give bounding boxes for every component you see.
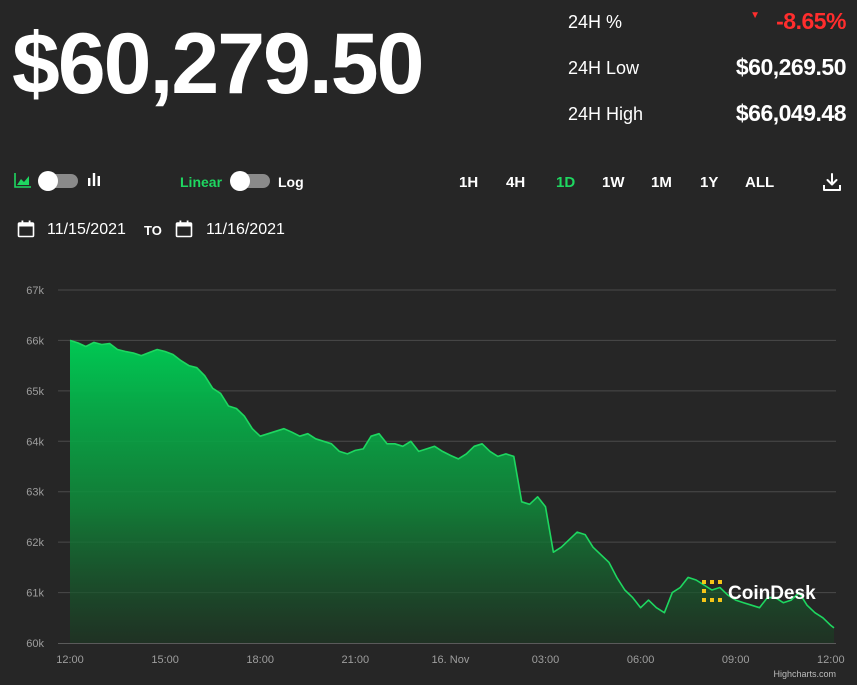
chart-type-toggle[interactable] <box>38 171 78 191</box>
scale-linear-label[interactable]: Linear <box>180 174 223 190</box>
x-axis: 12:00 15:00 18:00 21:00 16. Nov 03:00 06:00 09:… <box>56 654 844 666</box>
x-tick-label: 21:00 <box>342 654 370 666</box>
calendar-icon[interactable] <box>175 220 193 238</box>
x-tick-label: 12:00 <box>817 654 845 666</box>
y-tick-label: 65k <box>26 386 44 398</box>
date-to-label: TO <box>144 223 162 238</box>
date-from-field[interactable]: 11/15/2021 <box>47 221 126 238</box>
x-tick-label: 03:00 <box>532 654 560 666</box>
y-tick-label: 60k <box>26 638 44 650</box>
coindesk-logo-icon <box>702 598 706 602</box>
toggle-knob <box>38 171 58 191</box>
stat-value: -8.65% <box>776 8 846 34</box>
coindesk-logo-icon <box>710 580 714 584</box>
y-tick-label: 66k <box>26 335 44 347</box>
calendar-icon[interactable] <box>17 220 35 238</box>
bar-chart-icon[interactable] <box>86 171 102 187</box>
y-tick-label: 62k <box>26 537 44 549</box>
x-tick-label: 12:00 <box>56 654 84 666</box>
down-triangle-icon: ▼ <box>750 10 760 21</box>
range-all-button[interactable]: ALL <box>745 174 775 191</box>
range-1w-button[interactable]: 1W <box>602 174 625 191</box>
y-tick-label: 64k <box>26 436 44 448</box>
x-tick-label: 18:00 <box>246 654 274 666</box>
coindesk-logo-icon <box>710 598 714 602</box>
date-to-field[interactable]: 11/16/2021 <box>206 221 285 238</box>
range-4h-button[interactable]: 4H <box>506 174 526 191</box>
chart-controls: Linear Log 1H 4H 1D 1W 1M 1Y ALL <box>0 170 857 194</box>
stat-label: 24H High <box>568 104 644 124</box>
chart-credits[interactable]: Highcharts.com <box>773 669 836 679</box>
area-chart-icon[interactable] <box>14 172 32 188</box>
toggle-knob <box>230 171 250 191</box>
y-tick-label: 63k <box>26 487 44 499</box>
x-tick-label: 06:00 <box>627 654 655 666</box>
date-range: 11/15/2021 TO 11/16/2021 <box>0 218 857 242</box>
range-1h-button[interactable]: 1H <box>459 174 479 191</box>
range-1y-button[interactable]: 1Y <box>700 174 719 191</box>
x-tick-label: 16. Nov <box>431 654 469 666</box>
coindesk-logo-icon <box>718 580 722 584</box>
download-icon[interactable] <box>822 172 842 192</box>
scale-toggle[interactable] <box>230 171 270 191</box>
y-tick-label: 67k <box>26 285 44 297</box>
x-tick-label: 15:00 <box>151 654 179 666</box>
coindesk-logo-icon <box>702 580 706 584</box>
coindesk-logo-icon <box>702 589 706 593</box>
stat-24h-change: 24H % ▼ -8.65% <box>568 6 846 36</box>
stat-value: $66,049.48 <box>735 100 847 126</box>
price-area <box>70 340 834 643</box>
stat-value: $60,269.50 <box>735 54 847 80</box>
coindesk-logo-icon <box>718 598 722 602</box>
stat-label: 24H Low <box>568 58 640 78</box>
x-tick-label: 09:00 <box>722 654 750 666</box>
stat-24h-low: 24H Low $60,269.50 <box>568 52 847 82</box>
coindesk-watermark: CoinDesk <box>702 580 816 604</box>
stat-label: 24H % <box>568 12 623 32</box>
coindesk-logo-text: CoinDesk <box>728 583 816 604</box>
price-line <box>69 339 835 629</box>
stat-24h-high: 24H High $66,049.48 <box>568 98 847 128</box>
current-price: $60,279.50 <box>12 16 424 112</box>
y-tick-label: 61k <box>26 588 44 600</box>
scale-log-label[interactable]: Log <box>278 174 304 190</box>
range-1d-button[interactable]: 1D <box>556 174 576 191</box>
y-axis: 60k 61k 62k 63k 64k 65k 66k 67k <box>26 285 44 650</box>
range-1m-button[interactable]: 1M <box>651 174 672 191</box>
price-chart[interactable]: 60k 61k 62k 63k 64k 65k 66k 67k 12:00 15:00 18:00… <box>0 270 857 685</box>
